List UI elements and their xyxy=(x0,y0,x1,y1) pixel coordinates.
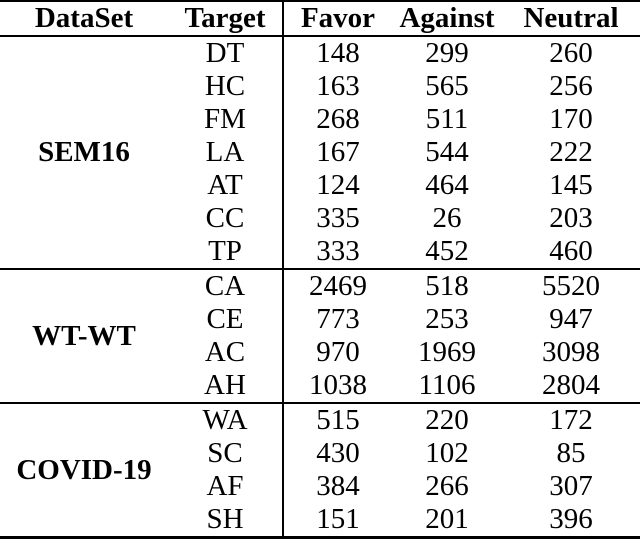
against-cell: 253 xyxy=(425,303,469,335)
favor-cell: 148 xyxy=(282,36,392,70)
target-cell: WA xyxy=(168,402,283,437)
target-cell: CE xyxy=(206,303,244,335)
dataset-label-wtwt: WT-WT xyxy=(0,268,168,403)
favor-cell: 515 xyxy=(282,402,392,437)
col-header-dataset: DataSet xyxy=(0,1,168,37)
favor-cell: 163 xyxy=(282,70,392,103)
target-cell: FM xyxy=(204,103,246,135)
dataset-label-sem16: SEM16 xyxy=(38,136,130,168)
against-cell: 452 xyxy=(425,235,469,267)
neutral-cell: 222 xyxy=(549,136,593,168)
header-row: DataSet Target Favor Against Neutral xyxy=(0,1,640,37)
table-row: FM 268 511 170 xyxy=(0,103,640,136)
against-cell: 102 xyxy=(425,437,469,469)
target-cell: SH xyxy=(206,503,244,535)
col-header-neutral: Neutral xyxy=(502,1,640,37)
favor-cell: 2469 xyxy=(282,268,392,303)
table-row: AC 970 1969 3098 xyxy=(0,336,640,369)
neutral-cell: 85 xyxy=(556,437,586,469)
neutral-cell: 170 xyxy=(549,103,593,135)
target-cell: TP xyxy=(208,235,242,267)
favor-cell: 970 xyxy=(282,336,392,369)
favor-cell: 268 xyxy=(282,103,392,136)
table-row: TP 333 452 460 xyxy=(0,235,640,269)
neutral-cell: 3098 xyxy=(542,336,600,368)
favor-cell: 384 xyxy=(282,470,392,503)
table-row: WT-WT CA 2469 518 5520 xyxy=(0,268,640,403)
col-header-target: Target xyxy=(168,1,283,37)
neutral-cell: 307 xyxy=(549,470,593,502)
favor-cell: 151 xyxy=(282,503,392,538)
col-header-against: Against xyxy=(392,1,502,37)
table-row: SC 430 102 85 xyxy=(0,437,640,470)
table-row: LA 167 544 222 xyxy=(0,136,640,169)
target-cell: LA xyxy=(205,136,245,168)
neutral-cell: 5520 xyxy=(502,268,640,303)
against-cell: 26 xyxy=(432,202,462,234)
against-cell: 511 xyxy=(425,103,469,135)
target-cell: DT xyxy=(205,37,245,69)
target-cell: AF xyxy=(206,470,244,502)
against-cell: 266 xyxy=(425,470,469,502)
target-cell: AT xyxy=(207,169,243,201)
neutral-cell: 2804 xyxy=(542,369,600,401)
dataset-label-covid19: COVID-19 xyxy=(0,402,168,538)
table-row: COVID-19 WA 515 220 172 xyxy=(0,402,640,538)
against-cell: 299 xyxy=(425,37,469,69)
favor-cell: 333 xyxy=(282,235,392,269)
against-cell: 518 xyxy=(392,268,502,303)
favor-cell: 1038 xyxy=(282,369,392,403)
neutral-cell: 460 xyxy=(549,235,593,267)
col-header-favor: Favor xyxy=(282,1,392,37)
favor-cell: 124 xyxy=(282,169,392,202)
table-row: CC 335 26 203 xyxy=(0,202,640,235)
table-row: HC 163 565 256 xyxy=(0,70,640,103)
against-cell: 565 xyxy=(425,70,469,102)
table-row: AH 1038 1106 2804 xyxy=(0,369,640,403)
target-cell: AC xyxy=(204,336,246,368)
favor-cell: 430 xyxy=(282,437,392,470)
target-cell: AH xyxy=(204,369,246,401)
against-cell: 220 xyxy=(392,402,502,437)
table-row: CE 773 253 947 xyxy=(0,303,640,336)
neutral-cell: 256 xyxy=(549,70,593,102)
favor-cell: 335 xyxy=(282,202,392,235)
favor-cell: 773 xyxy=(282,303,392,336)
against-cell: 1969 xyxy=(418,336,476,368)
favor-cell: 167 xyxy=(282,136,392,169)
neutral-cell: 396 xyxy=(549,503,593,535)
target-cell: CA xyxy=(168,268,283,303)
against-cell: 201 xyxy=(425,503,469,535)
target-cell: CC xyxy=(205,202,245,234)
neutral-cell: 947 xyxy=(549,303,593,335)
table-row: SH 151 201 396 xyxy=(0,503,640,538)
neutral-cell: 203 xyxy=(549,202,593,234)
neutral-cell: 145 xyxy=(549,169,593,201)
neutral-cell: 260 xyxy=(549,37,593,69)
table-row: SEM16 DT 148 299 260 xyxy=(0,36,640,168)
against-cell: 1106 xyxy=(418,369,476,401)
table-row: AT 124 464 145 xyxy=(0,169,640,202)
against-cell: 544 xyxy=(425,136,469,168)
target-cell: SC xyxy=(207,437,243,469)
neutral-cell: 172 xyxy=(502,402,640,437)
table-row: AF 384 266 307 xyxy=(0,470,640,503)
target-cell: HC xyxy=(204,70,246,102)
against-cell: 464 xyxy=(425,169,469,201)
